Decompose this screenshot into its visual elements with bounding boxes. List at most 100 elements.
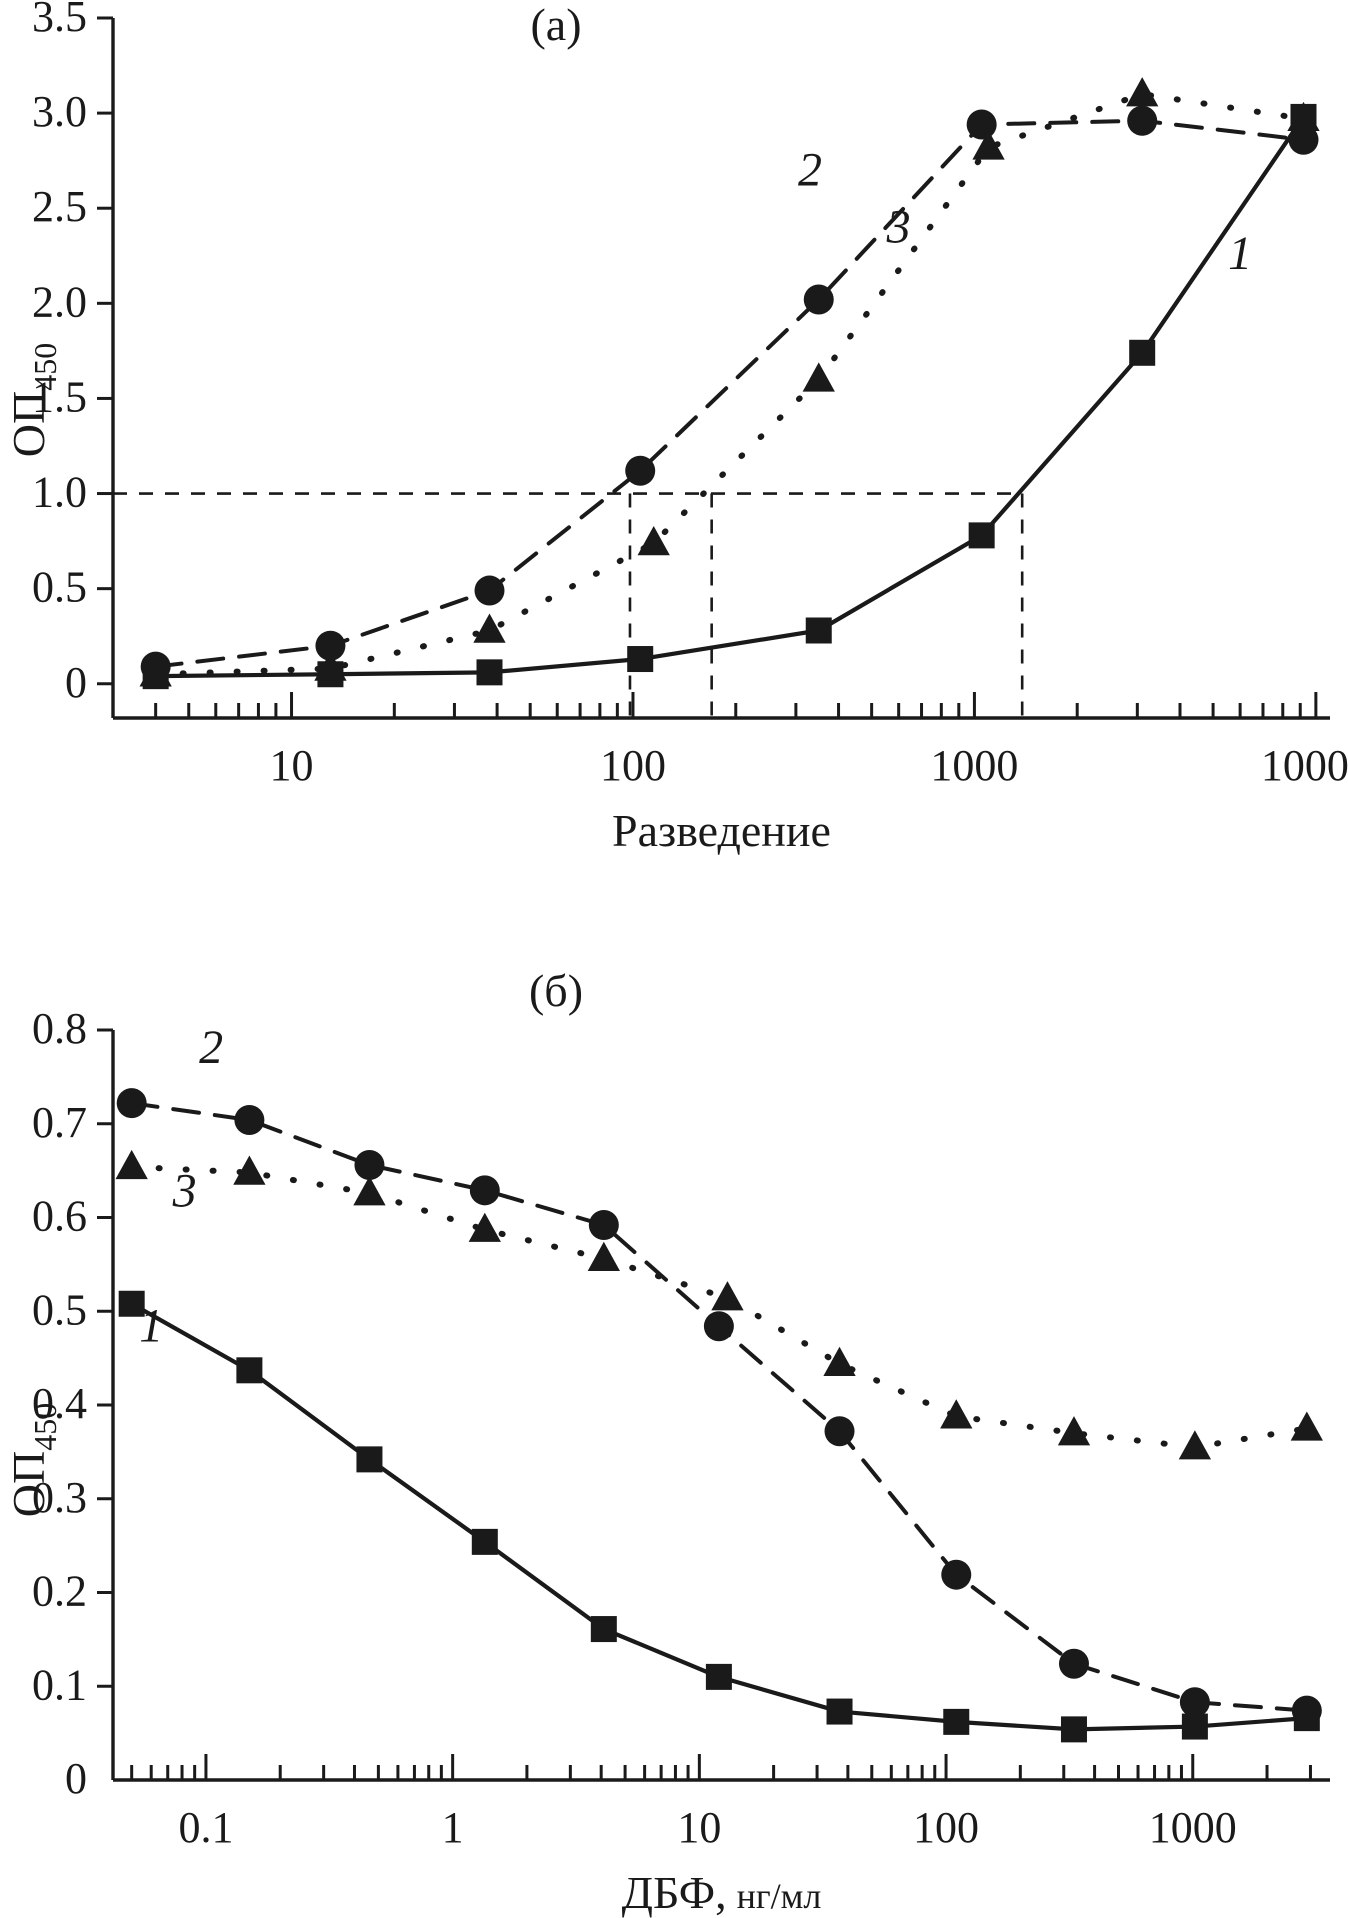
panel-b-curve-label-3: 3 <box>172 1164 197 1217</box>
panel-a-marker-triangle <box>972 130 1005 160</box>
panel-b-y-tick-label: 0.1 <box>32 1660 87 1709</box>
panel-b-y-axis-title-sub: 450 <box>27 1403 63 1451</box>
panel-b-marker-triangle <box>1057 1416 1091 1446</box>
panel-b-y-tick-label: 0.5 <box>32 1285 87 1334</box>
panel-a-y-tick-label: 1.5 <box>32 372 87 421</box>
panel-a-marker-circle <box>625 455 656 486</box>
panel-b-x-tick-label: 10 <box>677 1803 721 1852</box>
panel-b-x-tick-label: 1000 <box>1149 1803 1237 1852</box>
panel-b-marker-square <box>356 1446 383 1473</box>
panel-b-marker-square <box>471 1528 498 1555</box>
panel-b-y-axis-title: ОП450 <box>3 1403 63 1517</box>
panel-b-x-tick-label: 1 <box>442 1803 464 1852</box>
panel-b-marker-square <box>236 1357 263 1384</box>
panel-b-svg: 0 0.1 0.2 0.3 0.4 0.5 0.6 0.7 0.8 0.1 1 10 100 1000 (б… <box>3 965 1330 1918</box>
panel-b-marker-square <box>590 1616 617 1643</box>
panel-a-marker-square <box>968 522 995 549</box>
panel-b-x-tick-label: 0.1 <box>178 1803 233 1852</box>
panel-a-marker-square <box>805 617 832 644</box>
panel-a-marker-triangle <box>1126 77 1159 107</box>
panel-a-series-line-2 <box>153 118 1306 669</box>
panel-a-y-tick-label: 3.0 <box>32 87 87 136</box>
panel-b-y-tick-label: 0.8 <box>32 1004 87 1053</box>
panel-b-title: (б) <box>529 965 583 1016</box>
panel-b-marker-triangle <box>353 1176 386 1206</box>
panel-b-curve-label-1: 1 <box>139 1299 163 1352</box>
panel-b-marker-square <box>1060 1716 1087 1743</box>
panel-b-marker-circle <box>234 1105 265 1135</box>
panel-a-x-tick-label: 10 <box>270 741 314 790</box>
panel-b-y-tick-label: 0.3 <box>32 1473 87 1522</box>
panel-b-y-tick-label: 0.4 <box>32 1379 87 1428</box>
panel-a-y-tick-label: 1.0 <box>32 468 87 517</box>
panel-a-title: (a) <box>530 0 581 50</box>
panel-a-marker-circle <box>1127 105 1158 136</box>
panel-b-marker-triangle <box>587 1241 620 1271</box>
panel-b-marker-triangle <box>711 1281 744 1311</box>
panel-a-marker-square <box>1129 339 1156 366</box>
panel-a-marker-square <box>476 659 503 686</box>
panel-b-marker-triangle <box>940 1399 973 1429</box>
panel-b-marker-triangle <box>115 1149 148 1180</box>
panel-b-marker-triangle <box>233 1155 266 1185</box>
panel-b-marker-square <box>118 1290 145 1317</box>
panel-b-marker-circle <box>354 1150 385 1180</box>
panel-b-marker-circle <box>469 1175 500 1206</box>
panel-b-x-axis-title: ДБФ, нг/мл <box>622 1867 822 1918</box>
panel-b-y-tick-label: 0 <box>65 1754 87 1803</box>
panel-a-curve-label-2: 2 <box>798 143 822 196</box>
panel-b-marker-triangle <box>1290 1411 1323 1441</box>
panel-a-marker-circle <box>474 575 505 606</box>
panel-b-marker-circle <box>1291 1695 1322 1726</box>
panel-a-marker-triangle <box>802 362 835 392</box>
panel-a-series-line-1 <box>153 114 1306 679</box>
panel-b-marker-circle <box>116 1088 147 1119</box>
panel-b-y-axis-title-text: ОП450 <box>3 1403 63 1517</box>
panel-b-marker-circle <box>941 1559 972 1590</box>
panel-b-curve-label-2: 2 <box>199 1021 223 1074</box>
panel-a-y-tick-label: 3.5 <box>32 0 87 41</box>
panel-b-x-axis-units: нг/мл <box>737 1876 822 1916</box>
panel-b-marker-circle <box>1058 1648 1089 1679</box>
panel-a-svg: 00.51.01.52.02.53.03.510100100010000(a)О… <box>3 0 1348 856</box>
panel-b-marker-circle <box>1179 1687 1210 1718</box>
panel-a-y-tick-label: 0.5 <box>32 563 87 612</box>
panel-a-curve-label-1: 1 <box>1228 227 1252 280</box>
panel-a-chart: 00.51.01.52.02.53.03.510100100010000(a)О… <box>3 0 1348 856</box>
panel-a-marker-triangle <box>1287 101 1320 132</box>
panel-a-x-axis-title: Разведение <box>612 805 831 856</box>
panel-b-marker-square <box>826 1698 853 1725</box>
panel-a-marker-circle <box>966 109 997 140</box>
panel-a-y-axis-title-sub: 450 <box>27 343 63 391</box>
panel-a-x-tick-label: 10000 <box>1261 741 1348 790</box>
panel-a-series-line-3 <box>152 91 1307 678</box>
panel-b-chart: 0 0.1 0.2 0.3 0.4 0.5 0.6 0.7 0.8 0.1 1 10 100 1000 (б… <box>0 960 1348 1918</box>
panel-a-curve-label-3: 3 <box>886 200 911 253</box>
panel-b-marker-triangle <box>468 1212 501 1242</box>
panel-a-marker-square <box>627 646 654 673</box>
panel-b-marker-triangle <box>1178 1430 1212 1460</box>
panel-a-marker-triangle <box>314 651 347 681</box>
panel-a-marker-circle <box>315 630 346 661</box>
panel-a-y-tick-label: 2.0 <box>32 277 87 326</box>
panel-a-x-tick-label: 100 <box>600 741 666 790</box>
panel-b-marker-circle <box>703 1311 734 1342</box>
panel-b-series-line-2 <box>129 1101 1309 1713</box>
panel-b-marker-triangle <box>823 1346 856 1376</box>
panel-b-marker-circle <box>824 1416 855 1447</box>
panel-b-marker-square <box>943 1708 970 1735</box>
panel-a-marker-triangle <box>637 526 670 556</box>
panel-a-y-tick-label: 2.5 <box>32 182 87 231</box>
panel-a-marker-circle <box>1288 124 1319 155</box>
panel-b-y-tick-label: 0.7 <box>32 1098 87 1147</box>
panel-a-y-tick-label: 0 <box>65 658 87 707</box>
panel-b-marker-circle <box>588 1210 619 1240</box>
panel-a-x-tick-label: 1000 <box>930 741 1018 790</box>
panel-b-y-tick-label: 0.6 <box>32 1192 87 1241</box>
panel-a-marker-triangle <box>473 613 506 643</box>
panel-b-y-tick-label: 0.2 <box>32 1567 87 1616</box>
panel-b-marker-square <box>1181 1713 1208 1740</box>
panel-a-marker-circle <box>803 284 834 315</box>
panel-b-marker-square <box>705 1663 732 1690</box>
